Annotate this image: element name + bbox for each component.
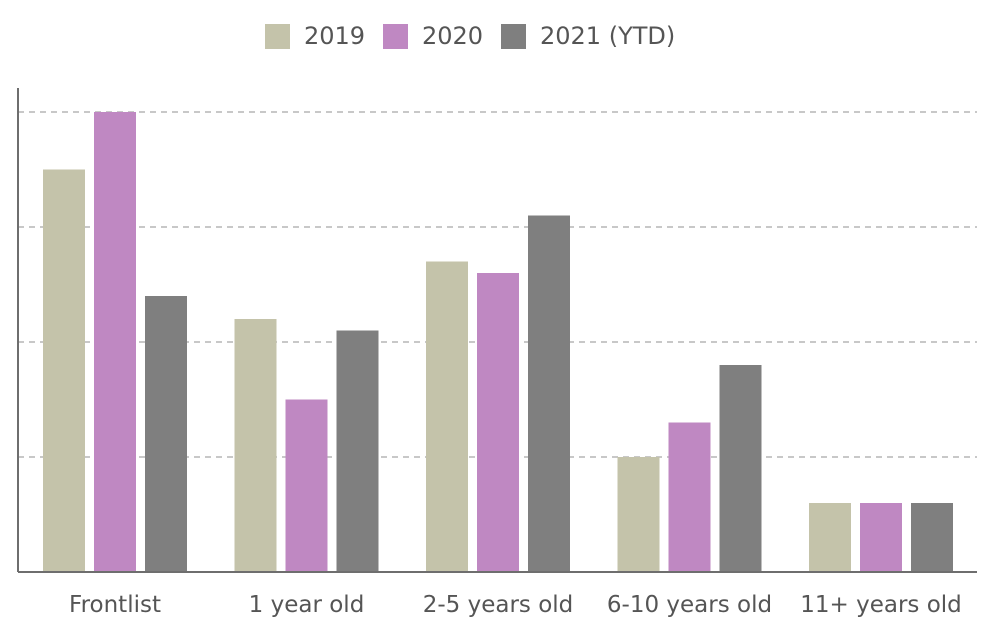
x-tick-label: 11+ years old [800, 592, 962, 618]
legend-swatch-2020 [383, 23, 408, 49]
chart-legend: 2019 2020 2021 (YTD) [0, 18, 1001, 54]
bar [43, 169, 85, 572]
x-tick-label: 6-10 years old [607, 592, 772, 618]
bar [617, 457, 660, 572]
bar [809, 503, 851, 572]
bar [477, 273, 519, 572]
x-tick-label: 1 year old [249, 592, 365, 618]
legend-swatch-2021-ytd [501, 23, 526, 49]
bar [719, 365, 762, 572]
x-tick-label: Frontlist [69, 592, 161, 618]
bar-group [426, 215, 570, 572]
legend-item-2019: 2019 [265, 18, 365, 54]
legend-label-2020: 2020 [422, 22, 484, 50]
x-axis-tick-labels: Frontlist 1 year old 2-5 years old 6-10 yea… [69, 592, 962, 618]
bar-group [617, 365, 762, 572]
bar-group [43, 112, 187, 572]
bar [426, 261, 468, 572]
bar [336, 330, 379, 572]
bar [911, 503, 953, 572]
bar [528, 215, 570, 572]
bar [145, 296, 187, 572]
bar [285, 399, 328, 572]
bar [668, 422, 711, 572]
x-tick-label: 2-5 years old [423, 592, 574, 618]
bar-group [234, 319, 379, 572]
bar [234, 319, 277, 572]
axes [17, 88, 977, 573]
bar [94, 112, 136, 572]
legend-item-2021-ytd: 2021 (YTD) [501, 18, 675, 54]
bar-group [809, 503, 953, 572]
legend-item-2020: 2020 [383, 18, 483, 54]
bar [860, 503, 902, 572]
bar-groups [43, 112, 953, 572]
legend-swatch-2019 [265, 23, 290, 49]
legend-label-2021-ytd: 2021 (YTD) [540, 22, 676, 50]
legend-label-2019: 2019 [304, 22, 366, 50]
